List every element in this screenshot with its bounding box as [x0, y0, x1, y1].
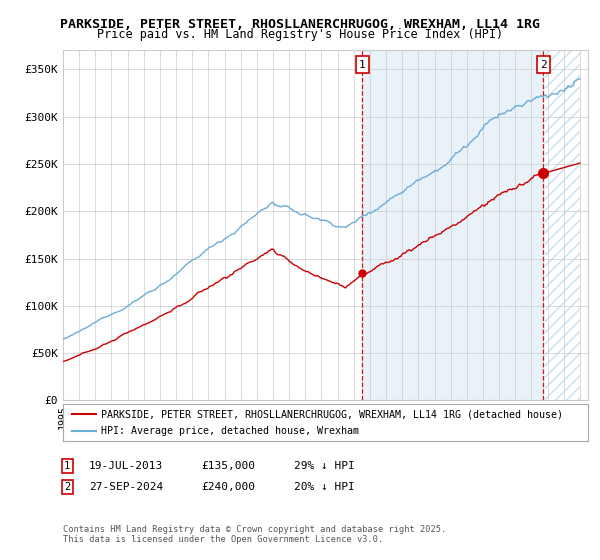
Text: Price paid vs. HM Land Registry's House Price Index (HPI): Price paid vs. HM Land Registry's House …	[97, 28, 503, 41]
Text: 1: 1	[64, 461, 70, 471]
Text: 27-SEP-2024: 27-SEP-2024	[89, 482, 163, 492]
Text: 2: 2	[540, 59, 547, 69]
Text: 20% ↓ HPI: 20% ↓ HPI	[294, 482, 355, 492]
Text: 2: 2	[64, 482, 70, 492]
Text: Contains HM Land Registry data © Crown copyright and database right 2025.
This d: Contains HM Land Registry data © Crown c…	[63, 525, 446, 544]
Text: 19-JUL-2013: 19-JUL-2013	[89, 461, 163, 471]
Text: 29% ↓ HPI: 29% ↓ HPI	[294, 461, 355, 471]
Text: PARKSIDE, PETER STREET, RHOSLLANERCHRUGOG, WREXHAM, LL14 1RG: PARKSIDE, PETER STREET, RHOSLLANERCHRUGO…	[60, 18, 540, 31]
Text: HPI: Average price, detached house, Wrexham: HPI: Average price, detached house, Wrex…	[101, 426, 359, 436]
Text: 1: 1	[359, 59, 366, 69]
Text: £240,000: £240,000	[201, 482, 255, 492]
Bar	[362, 50, 544, 400]
Text: £135,000: £135,000	[201, 461, 255, 471]
Text: PARKSIDE, PETER STREET, RHOSLLANERCHRUGOG, WREXHAM, LL14 1RG (detached house): PARKSIDE, PETER STREET, RHOSLLANERCHRUGO…	[101, 409, 563, 419]
